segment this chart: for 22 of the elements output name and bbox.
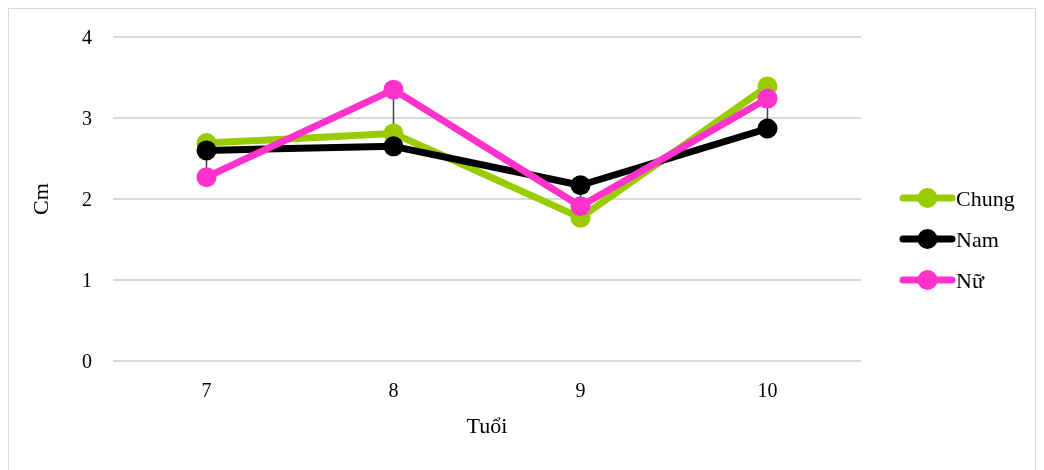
point xyxy=(757,88,778,109)
point xyxy=(196,167,217,188)
point xyxy=(570,175,591,196)
point xyxy=(383,79,404,100)
x-tick-label: 10 xyxy=(757,379,778,402)
point xyxy=(383,136,404,157)
y-tick-label: 4 xyxy=(82,26,92,49)
x-tick-label: 7 xyxy=(201,379,212,402)
x-tick-label: 8 xyxy=(388,379,399,402)
y-tick-label: 1 xyxy=(82,269,92,292)
legend-label: Chung xyxy=(956,184,1015,212)
point xyxy=(757,118,778,139)
x-axis-title: Tuổi xyxy=(466,413,508,438)
y-tick-label: 0 xyxy=(82,350,92,373)
y-axis-title: Cm xyxy=(27,183,53,215)
point xyxy=(570,196,591,217)
x-tick-label: 9 xyxy=(575,379,586,402)
legend-label: Nam xyxy=(956,225,999,253)
legend-label: Nữ xyxy=(956,266,984,294)
y-tick-label: 2 xyxy=(82,188,92,211)
point xyxy=(196,140,217,161)
y-tick-label: 3 xyxy=(82,107,92,130)
